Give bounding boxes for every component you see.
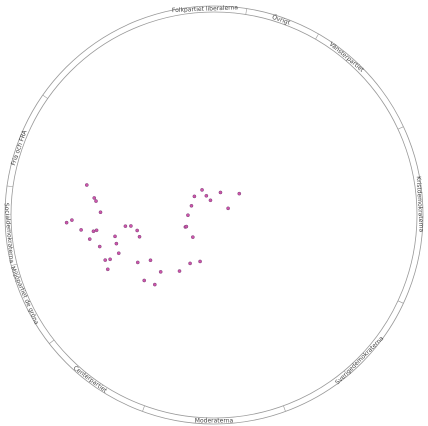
data-point — [184, 224, 189, 229]
segment-label: Kristdemokraterna — [415, 176, 425, 233]
data-point — [192, 194, 197, 199]
segment-tick — [397, 300, 404, 304]
data-point — [186, 213, 190, 217]
segment-label: Moderaterna — [195, 418, 234, 425]
segment-tick — [11, 263, 18, 266]
data-point — [64, 220, 69, 225]
segment-tick — [6, 185, 14, 188]
data-point — [148, 258, 153, 263]
segment-label: Vänsterpartiet — [328, 41, 366, 74]
segment-label: Folkpartiet liberalerna — [172, 4, 239, 14]
data-point — [114, 241, 119, 246]
data-point — [97, 244, 102, 249]
data-point — [91, 229, 96, 234]
segment-label: Centerpartiet — [72, 365, 109, 395]
data-point — [158, 270, 163, 274]
data-point — [94, 199, 98, 203]
data-point — [189, 203, 194, 208]
segment-tick — [42, 94, 48, 99]
data-point — [137, 234, 142, 239]
data-point — [218, 190, 223, 195]
data-point — [108, 257, 112, 262]
data-point — [84, 183, 89, 187]
data-point — [103, 258, 108, 262]
data-point — [135, 260, 140, 265]
data-point — [92, 196, 97, 200]
segment-label: Övrigt — [271, 14, 291, 27]
segment-tick — [142, 405, 145, 412]
data-points — [64, 183, 242, 287]
outer-ring — [4, 5, 424, 425]
data-point — [237, 191, 242, 196]
data-point — [129, 224, 133, 228]
data-point — [191, 235, 195, 239]
data-point — [98, 210, 103, 215]
data-point — [177, 269, 182, 273]
data-point — [208, 198, 213, 203]
segment-tick — [245, 8, 247, 15]
segment-label: Socialdemokraterna — [3, 203, 15, 264]
data-point — [135, 228, 139, 233]
data-point — [116, 251, 121, 256]
inner-ring — [10, 11, 418, 419]
data-point — [204, 193, 209, 198]
data-point — [226, 206, 230, 211]
data-point — [198, 259, 202, 264]
segment-tick — [283, 405, 286, 412]
data-point — [142, 278, 147, 283]
data-point — [113, 234, 117, 239]
data-point — [153, 282, 157, 287]
segment-label: Fria och FRA — [10, 129, 29, 167]
segment-tick — [315, 33, 319, 40]
data-point — [79, 228, 83, 232]
segment-label: Sverigedemokraterna — [334, 335, 385, 386]
data-point — [123, 224, 128, 228]
data-point — [105, 267, 110, 272]
data-point — [87, 237, 92, 241]
segment-tick — [49, 339, 55, 344]
data-point — [70, 218, 74, 222]
data-point — [200, 188, 204, 192]
segment-tick — [397, 126, 404, 130]
segment-label: Miljöpartiet de gröna — [9, 265, 40, 326]
data-point — [188, 261, 192, 266]
data-point — [94, 228, 99, 233]
segment-ticks — [6, 8, 404, 412]
